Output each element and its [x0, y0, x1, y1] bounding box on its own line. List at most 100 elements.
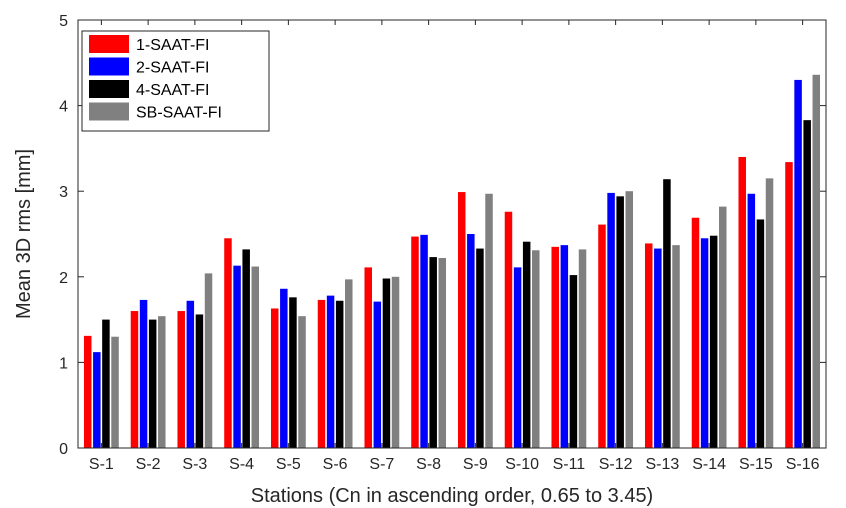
bar-4-SAAT-FI-S-9: [476, 248, 484, 448]
x-tick-label: S-13: [645, 456, 679, 473]
bar-1-SAAT-FI-S-5: [270, 308, 279, 448]
legend-label-4-SAAT-FI: 4-SAAT-FI: [136, 82, 210, 99]
bar-2-SAAT-FI-S-5: [280, 288, 288, 448]
bar-SB-SAAT-FI-S-7: [391, 276, 400, 448]
x-tick-label: S-8: [416, 456, 441, 473]
bar-2-SAAT-FI-S-11: [560, 245, 569, 448]
x-tick-label: S-5: [276, 456, 301, 473]
bar-SB-SAAT-FI-S-2: [158, 316, 166, 448]
ticks-group: S-1 S-2 S-3 S-4 S-5 S-6 S-7 S-8 S-9 S-10 S-11 S-12 S…: [59, 13, 826, 473]
bar-2-SAAT-FI-S-14: [700, 238, 709, 448]
bar-1-SAAT-FI-S-6: [317, 299, 326, 448]
x-tick-label: S-16: [786, 456, 820, 473]
bar-SB-SAAT-FI-S-16: [812, 74, 821, 448]
bar-4-SAAT-FI-S-3: [195, 314, 204, 448]
legend: 1-SAAT-FI 2-SAAT-FI 4-SAAT-FI SB-SAAT-FI: [81, 30, 270, 132]
y-tick-label: 4: [59, 99, 68, 116]
legend-swatch-SB-SAAT-FI: [89, 102, 129, 121]
bar-4-SAAT-FI-S-14: [709, 235, 718, 448]
legend-swatch-4-SAAT-FI: [89, 80, 129, 98]
bar-4-SAAT-FI-S-12: [616, 196, 624, 448]
x-tick-label: S-10: [505, 456, 539, 473]
bar-2-SAAT-FI-S-12: [607, 192, 615, 448]
bar-2-SAAT-FI-S-9: [467, 234, 475, 448]
bar-1-SAAT-FI-S-1: [83, 335, 92, 448]
bar-2-SAAT-FI-S-1: [93, 352, 101, 448]
bar-SB-SAAT-FI-S-1: [111, 336, 119, 448]
bar-4-SAAT-FI-S-2: [148, 319, 157, 448]
bar-2-SAAT-FI-S-4: [233, 265, 241, 448]
legend-label-SB-SAAT-FI: SB-SAAT-FI: [136, 105, 222, 122]
legend-label-1-SAAT-FI: 1-SAAT-FI: [136, 37, 210, 54]
bar-1-SAAT-FI-S-3: [177, 311, 185, 448]
x-tick-label: S-3: [182, 456, 207, 473]
bar-2-SAAT-FI-S-3: [186, 300, 195, 448]
bar-1-SAAT-FI-S-8: [411, 236, 419, 448]
bar-SB-SAAT-FI-S-3: [204, 273, 213, 448]
bar-SB-SAAT-FI-S-13: [672, 245, 680, 448]
bar-2-SAAT-FI-S-15: [747, 193, 756, 448]
x-tick-label: S-9: [463, 456, 488, 473]
legend-swatch-1-SAAT-FI: [89, 35, 129, 53]
bar-SB-SAAT-FI-S-5: [298, 316, 306, 448]
x-tick-label: S-4: [229, 456, 254, 473]
bar-2-SAAT-FI-S-8: [420, 234, 428, 448]
bar-1-SAAT-FI-S-16: [785, 162, 793, 448]
x-tick-label: S-1: [89, 456, 114, 473]
bar-4-SAAT-FI-S-10: [522, 241, 531, 448]
bar-SB-SAAT-FI-S-11: [578, 249, 587, 448]
bar-4-SAAT-FI-S-1: [102, 319, 110, 448]
x-tick-label: S-7: [369, 456, 394, 473]
bar-SB-SAAT-FI-S-12: [625, 191, 634, 448]
bar-4-SAAT-FI-S-16: [803, 120, 811, 449]
bar-4-SAAT-FI-S-11: [569, 275, 578, 448]
y-tick-label: 1: [59, 355, 68, 372]
y-tick-label: 0: [59, 441, 68, 458]
bar-SB-SAAT-FI-S-10: [532, 250, 540, 448]
bar-4-SAAT-FI-S-13: [663, 179, 671, 448]
bar-SB-SAAT-FI-S-14: [719, 206, 727, 448]
bar-2-SAAT-FI-S-16: [794, 79, 802, 449]
bar-SB-SAAT-FI-S-9: [485, 193, 493, 448]
y-tick-label: 3: [59, 184, 68, 201]
x-axis-title: Stations (Cn in ascending order, 0.65 to…: [251, 485, 653, 507]
x-tick-label: S-6: [323, 456, 348, 473]
x-tick-label: S-2: [136, 456, 161, 473]
bar-4-SAAT-FI-S-6: [335, 300, 344, 448]
bar-1-SAAT-FI-S-15: [738, 156, 746, 448]
bar-2-SAAT-FI-S-13: [654, 248, 662, 448]
bars-group: [83, 74, 821, 449]
bar-1-SAAT-FI-S-13: [644, 243, 653, 448]
axes-box: [77, 19, 827, 449]
bar-SB-SAAT-FI-S-8: [438, 257, 447, 448]
x-tick-label: S-11: [553, 456, 586, 473]
x-tick-label: S-15: [739, 456, 773, 473]
bar-SB-SAAT-FI-S-4: [251, 266, 260, 448]
bar-1-SAAT-FI-S-2: [130, 311, 139, 448]
bar-2-SAAT-FI-S-2: [139, 299, 148, 448]
y-axis-title: Mean 3D rms [mm]: [13, 149, 35, 319]
y-tick-label: 2: [59, 270, 68, 287]
x-tick-label: S-14: [692, 456, 726, 473]
bar-4-SAAT-FI-S-4: [242, 249, 250, 448]
x-tick-label: S-12: [599, 456, 633, 473]
bar-SB-SAAT-FI-S-6: [345, 279, 353, 448]
bar-4-SAAT-FI-S-15: [756, 219, 765, 448]
bar-1-SAAT-FI-S-14: [691, 217, 700, 448]
bar-1-SAAT-FI-S-9: [457, 192, 466, 448]
bar-SB-SAAT-FI-S-15: [765, 178, 774, 449]
bar-2-SAAT-FI-S-6: [326, 295, 335, 448]
bar-2-SAAT-FI-S-10: [513, 267, 522, 448]
bar-1-SAAT-FI-S-4: [224, 238, 232, 448]
bar-1-SAAT-FI-S-7: [364, 267, 372, 448]
bar-1-SAAT-FI-S-11: [551, 246, 559, 448]
bar-1-SAAT-FI-S-10: [504, 211, 513, 448]
y-tick-label: 5: [59, 13, 68, 30]
legend-swatch-2-SAAT-FI: [89, 57, 129, 76]
bar-4-SAAT-FI-S-5: [289, 297, 297, 448]
bar-4-SAAT-FI-S-8: [429, 257, 437, 448]
bar-2-SAAT-FI-S-7: [373, 301, 382, 448]
legend-label-2-SAAT-FI: 2-SAAT-FI: [136, 60, 210, 77]
bar-1-SAAT-FI-S-12: [598, 224, 606, 448]
